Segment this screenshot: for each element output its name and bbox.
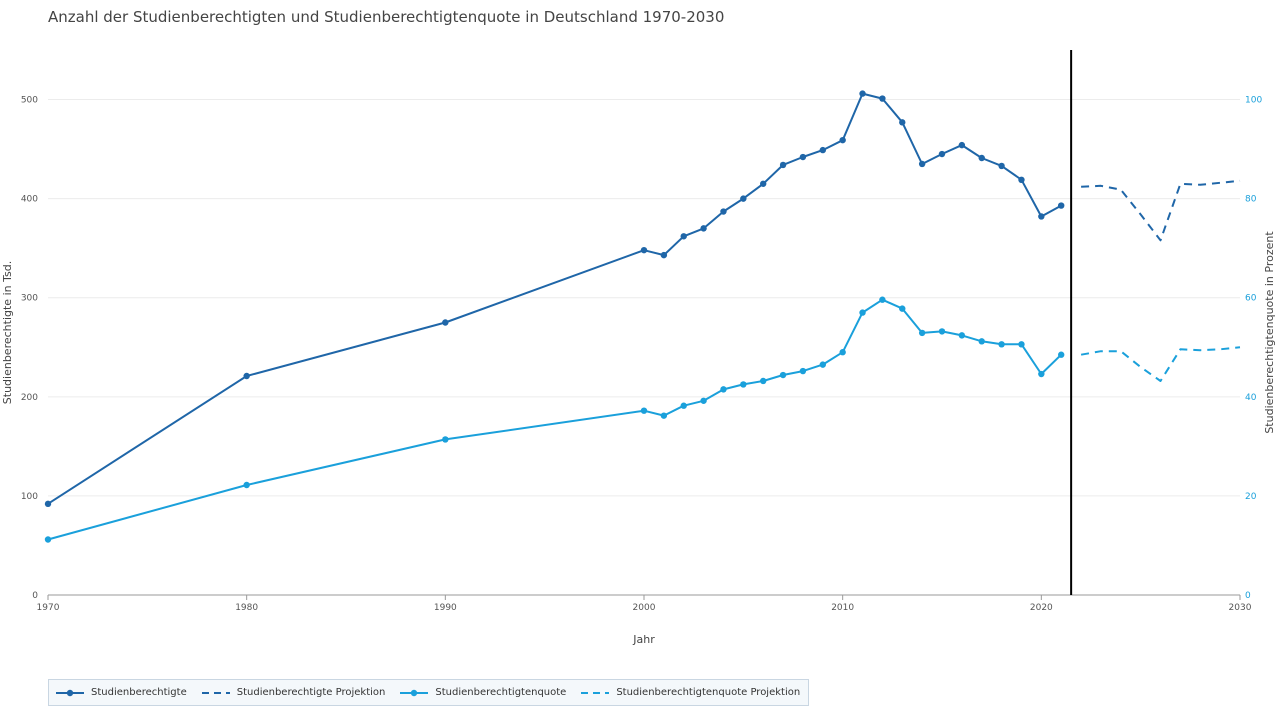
- x-axis-title: Jahr: [632, 633, 655, 646]
- data-point-series-0: [442, 319, 449, 326]
- data-point-series-0: [740, 195, 747, 202]
- data-point-series-0: [859, 90, 866, 97]
- legend-label: Studienberechtigte Projektion: [236, 687, 386, 698]
- y-left-tick-label: 500: [21, 96, 38, 106]
- x-tick-label: 1980: [235, 603, 258, 613]
- legend-label: Studienberechtigtenquote: [435, 687, 567, 698]
- series-line-1: [1081, 179, 1241, 242]
- data-point-series-0: [879, 95, 886, 102]
- legend-item[interactable]: Studienberechtigtenquote Projektion: [580, 687, 800, 698]
- data-point-series-2: [859, 309, 866, 316]
- data-point-series-0: [839, 136, 846, 144]
- data-point-series-2: [879, 296, 886, 303]
- legend-item[interactable]: Studienberechtigtenquote: [399, 687, 566, 698]
- y-right-tick-label: 20: [1245, 492, 1257, 502]
- data-point-series-2: [700, 397, 707, 404]
- x-tick-label: 2010: [831, 603, 854, 613]
- y-right-tick-label: 40: [1245, 393, 1257, 403]
- x-tick-label: 2020: [1030, 603, 1053, 613]
- legend-swatch-icon: [201, 691, 230, 694]
- data-point-series-0: [680, 233, 687, 240]
- data-point-series-2: [720, 386, 727, 393]
- data-point-series-0: [660, 251, 668, 259]
- data-point-series-0: [700, 225, 707, 232]
- data-point-series-2: [1018, 341, 1025, 348]
- data-point-series-2: [740, 381, 747, 388]
- legend-item[interactable]: Studienberechtigte Projektion: [201, 687, 386, 698]
- data-point-series-0: [978, 154, 985, 162]
- data-point-series-2: [442, 436, 449, 443]
- data-point-series-2: [918, 329, 926, 337]
- data-point-series-0: [918, 160, 926, 168]
- data-point-series-0: [899, 119, 906, 126]
- y-left-tick-label: 200: [21, 393, 38, 403]
- legend-swatch-icon: [400, 689, 429, 696]
- data-point-series-0: [1038, 213, 1045, 220]
- data-point-series-0: [720, 208, 727, 215]
- data-point-series-2: [839, 349, 846, 356]
- y-right-tick-label: 0: [1245, 591, 1251, 601]
- x-tick-label: 2000: [633, 603, 656, 613]
- data-point-series-0: [998, 162, 1005, 170]
- y-left-tick-label: 0: [32, 591, 38, 601]
- data-point-series-2: [978, 338, 985, 345]
- data-point-series-0: [1058, 202, 1065, 209]
- y-right-tick-label: 100: [1245, 96, 1262, 106]
- data-point-series-2: [998, 341, 1005, 348]
- data-point-series-2: [680, 402, 687, 409]
- data-point-series-2: [640, 407, 648, 414]
- legend-swatch-icon: [581, 691, 610, 694]
- data-point-series-2: [938, 328, 946, 335]
- data-point-series-2: [779, 371, 787, 379]
- legend-label: Studienberechtigtenquote Projektion: [616, 687, 801, 698]
- y-left-axis-title: Studienberechtigte in Tsd.: [1, 261, 14, 404]
- data-point-series-2: [44, 536, 52, 543]
- data-point-series-2: [899, 305, 906, 312]
- data-point-series-0: [44, 500, 52, 508]
- series-line-3: [1080, 346, 1241, 382]
- legend-swatch-icon: [56, 689, 84, 696]
- y-left-tick-label: 300: [21, 294, 38, 304]
- data-point-series-2: [760, 377, 767, 385]
- legend-label: Studienberechtigte: [91, 687, 187, 698]
- data-point-series-2: [799, 367, 807, 375]
- data-point-series-0: [938, 150, 946, 158]
- legend-item[interactable]: Studienberechtigte: [55, 687, 187, 698]
- x-tick-label: 2030: [1229, 603, 1252, 613]
- data-point-series-2: [1058, 351, 1065, 358]
- data-point-series-0: [819, 146, 826, 154]
- data-point-series-0: [1018, 176, 1025, 184]
- data-point-series-2: [243, 481, 250, 489]
- chart-title: Anzahl der Studienberechtigten und Studi…: [48, 8, 725, 26]
- data-point-series-0: [779, 161, 787, 169]
- data-point-series-0: [958, 141, 966, 149]
- data-point-series-2: [819, 361, 826, 368]
- x-tick-label: 1970: [37, 603, 60, 613]
- data-point-series-2: [660, 412, 668, 419]
- series-line-0: [47, 92, 1062, 505]
- y-left-tick-label: 400: [21, 195, 38, 205]
- data-point-series-2: [1038, 370, 1045, 378]
- data-point-series-0: [760, 180, 767, 187]
- data-point-series-0: [640, 246, 648, 254]
- legend: Studienberechtigte Studienberechtigte Pro…: [48, 679, 810, 706]
- data-point-series-2: [958, 332, 966, 339]
- y-right-tick-label: 60: [1245, 294, 1257, 304]
- y-right-axis-title: Studienberechtigtenquote in Prozent: [1263, 231, 1276, 434]
- data-point-series-0: [799, 153, 807, 161]
- y-right-tick-label: 80: [1245, 195, 1257, 205]
- y-left-tick-label: 100: [21, 492, 38, 502]
- series-line-2: [47, 298, 1062, 541]
- data-point-series-0: [243, 372, 250, 380]
- x-tick-label: 1990: [434, 603, 457, 613]
